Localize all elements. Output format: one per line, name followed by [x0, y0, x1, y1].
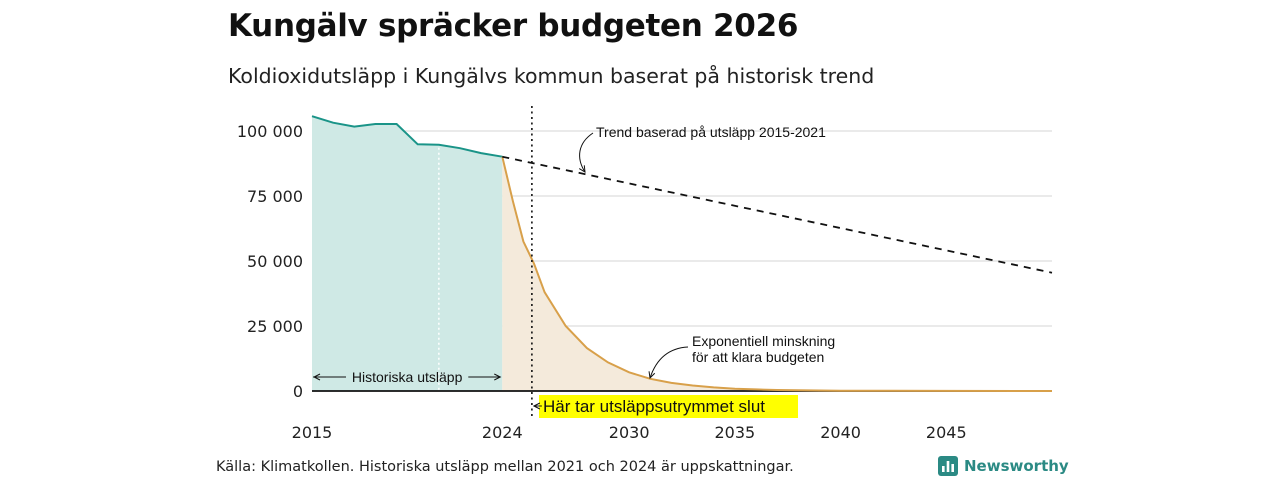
exp-arrow	[650, 346, 689, 378]
trend-line	[502, 155, 1053, 274]
tick-label-layer: 0 25 000 50 000 75 000 100 000 2015 2024 2030 20…	[237, 122, 967, 442]
source-note: Källa: Klimatkollen. Historiska utsläpp …	[216, 459, 794, 475]
bar-chart-icon	[938, 456, 958, 476]
emissions-chart: Trend baserad på utsläpp 2015-2021 Expone…	[237, 106, 1053, 442]
exp-annotation-line2: för att klara budgeten	[692, 349, 824, 365]
budget-end-highlight	[539, 395, 798, 418]
trend-arrow	[580, 132, 594, 172]
x-tick-label: 2030	[609, 423, 650, 442]
brand-logo: Newsworthy	[938, 456, 1069, 476]
x-tick-label: 2024	[482, 423, 523, 442]
budget-line	[501, 156, 1053, 392]
line-layer	[311, 106, 1053, 416]
x-tick-label: 2035	[714, 423, 755, 442]
trend-annotation: Trend baserad på utsläpp 2015-2021	[596, 124, 826, 140]
y-tick-label: 0	[293, 382, 303, 401]
y-tick-label: 50 000	[247, 252, 303, 271]
annotation-layer: Trend baserad på utsläpp 2015-2021 Expone…	[313, 124, 835, 418]
y-tick-label: 25 000	[247, 317, 303, 336]
historical-label: Historiska utsläpp	[352, 369, 463, 385]
area-layer	[312, 116, 1052, 391]
x-tick-label: 2015	[292, 423, 333, 442]
historical-area	[312, 116, 503, 391]
chart-title: Kungälv spräcker budgeten 2026	[228, 8, 799, 44]
x-tick-label: 2045	[926, 423, 967, 442]
budget-end-label: Här tar utsläppsutrymmet slut	[543, 397, 765, 416]
y-tick-label: 75 000	[247, 187, 303, 206]
chart-subtitle: Koldioxidutsläpp i Kungälvs kommun baser…	[228, 64, 875, 88]
exp-annotation-line1: Exponentiell minskning	[692, 333, 835, 349]
x-tick-label: 2040	[820, 423, 861, 442]
budget-area	[502, 156, 1052, 391]
historical-line	[311, 115, 503, 158]
y-tick-label: 100 000	[237, 122, 303, 141]
brand-name: Newsworthy	[964, 457, 1069, 475]
